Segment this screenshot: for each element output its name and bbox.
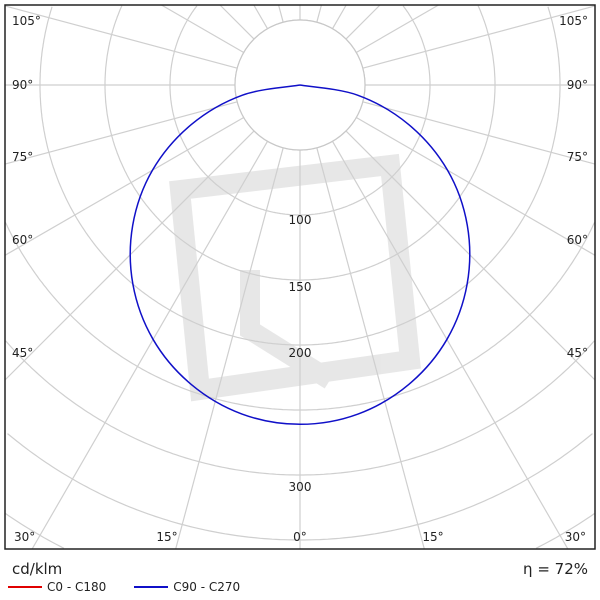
radial-label-300: 300 (289, 480, 312, 494)
grid-spoke-210 (253, 4, 269, 30)
angle-label-0: 0° (293, 530, 307, 544)
angle-label-75-left: 75° (12, 150, 33, 164)
watermark-logo (169, 153, 421, 402)
grid-spoke-300 (4, 116, 245, 256)
grid-spoke-135 (345, 4, 381, 40)
legend-item-c90: C90 - C270 (134, 580, 240, 594)
radial-tick-labels: 100 150 200 300 (289, 213, 312, 494)
grid-spoke-75 (362, 101, 596, 165)
grid-ring-350 (7, 433, 593, 541)
angle-label-60-left: 60° (12, 233, 33, 247)
angle-label-15-left: 15° (156, 530, 177, 544)
legend-label-c90: C90 - C270 (173, 580, 241, 594)
grid-spoke-60 (355, 116, 596, 256)
grid-spoke-165 (316, 4, 323, 23)
grid-spoke-330 (31, 140, 269, 550)
angle-label-60-right: 60° (567, 233, 588, 247)
efficiency-label: η = 72% (523, 560, 588, 578)
legend-label-c0: C0 - C180 (47, 580, 107, 594)
angle-label-30-right: 30° (565, 530, 586, 544)
grid-ring-150 (104, 5, 496, 281)
grid-ring-400 (5, 513, 595, 549)
grid-spoke-345 (175, 147, 284, 550)
grid-spoke-30 (331, 140, 569, 550)
radial-label-150: 150 (289, 280, 312, 294)
grid-spoke-255 (4, 5, 238, 69)
angle-label-45-right: 45° (567, 346, 588, 360)
angle-label-75-right: 75° (567, 150, 588, 164)
angle-label-90-left: 90° (12, 78, 33, 92)
grid-ring-250 (4, 222, 596, 411)
unit-label: cd/klm (12, 560, 63, 578)
grid-spoke-225 (219, 4, 255, 40)
angle-label-105-left: 105° (12, 14, 41, 28)
chart-frame (4, 4, 596, 550)
legend-swatch-c90 (134, 586, 169, 588)
grid-spoke-120 (355, 4, 439, 54)
angle-label-105-right: 105° (559, 14, 588, 28)
grid-spoke-105 (362, 5, 596, 69)
radial-label-100: 100 (289, 213, 312, 227)
angle-label-30-left: 30° (14, 530, 35, 544)
grid-spoke-15 (316, 147, 425, 550)
grid-ring-200 (39, 6, 561, 346)
legend-swatch-c0 (8, 586, 42, 588)
grid-spoke-240 (161, 4, 245, 54)
grid-ring-300 (5, 340, 595, 476)
angle-label-15-right: 15° (422, 530, 443, 544)
angle-label-45-left: 45° (12, 346, 33, 360)
angle-label-90-right: 90° (567, 78, 588, 92)
legend-item-c0: C0 - C180 (8, 580, 106, 594)
angle-labels-left: 105° 90° 75° 60° 45° 30° 15° 0° (12, 14, 307, 544)
polar-grid (4, 4, 596, 550)
angle-labels-right: 105° 90° 75° 60° 45° 30° 15° (422, 14, 588, 544)
radial-label-200: 200 (289, 346, 312, 360)
grid-ring-100 (169, 5, 431, 216)
grid-spoke-195 (277, 4, 284, 23)
curve-c90-c270 (129, 84, 471, 426)
grid-spoke-285 (4, 101, 238, 165)
grid-spoke-150 (331, 4, 347, 30)
legend: C0 - C180 C90 - C270 (8, 580, 268, 594)
